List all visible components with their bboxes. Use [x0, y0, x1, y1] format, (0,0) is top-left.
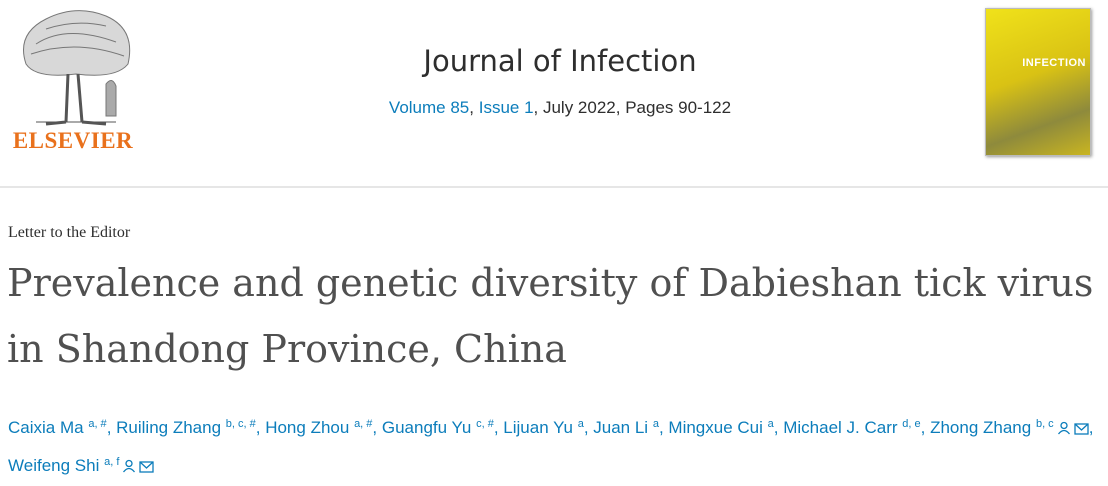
separator: ,: [773, 418, 784, 437]
author-name: Zhong Zhang: [930, 418, 1032, 437]
author-name: Caixia Ma: [8, 418, 84, 437]
author-name: Mingxue Cui: [668, 418, 763, 437]
citation-details: , July 2022, Pages 90-122: [533, 98, 732, 117]
email-icon[interactable]: [1074, 412, 1089, 448]
author[interactable]: Weifeng Shi a, f: [8, 456, 155, 475]
divider: [0, 186, 1108, 188]
person-icon[interactable]: [122, 450, 136, 486]
journal-title[interactable]: Journal of Infection: [423, 44, 697, 78]
affiliation: a, #: [354, 418, 373, 430]
author-name: Lijuan Yu: [503, 418, 573, 437]
author[interactable]: Zhong Zhang b, c: [930, 418, 1089, 437]
affiliation: c, #: [476, 418, 494, 430]
citation: Volume 85, Issue 1, July 2022, Pages 90-…: [300, 98, 820, 118]
author-name: Ruiling Zhang: [116, 418, 222, 437]
publisher-name: ELSEVIER: [12, 128, 134, 153]
separator: ,: [583, 418, 594, 437]
separator: ,: [469, 98, 479, 117]
separator: ,: [106, 418, 117, 437]
author[interactable]: Ruiling Zhang b, c, #: [116, 418, 256, 437]
separator: ,: [255, 418, 266, 437]
author-name: Hong Zhou: [265, 418, 350, 437]
issue-link[interactable]: Issue 1: [478, 98, 534, 117]
person-icon[interactable]: [1057, 412, 1071, 448]
email-icon[interactable]: [139, 450, 155, 486]
separator: ,: [920, 418, 931, 437]
cover-label: INFECTION: [1022, 57, 1086, 69]
separator: ,: [658, 418, 669, 437]
affiliation: a, #: [88, 418, 107, 430]
separator: ,: [1088, 418, 1094, 437]
author[interactable]: Mingxue Cui a: [668, 418, 773, 437]
author-name: Weifeng Shi: [8, 456, 100, 475]
author-name: Juan Li: [593, 418, 649, 437]
author[interactable]: Hong Zhou a, #: [265, 418, 372, 437]
affiliation: a: [652, 418, 659, 430]
publisher-logo: [23, 10, 131, 126]
article-type: Letter to the Editor: [8, 224, 131, 241]
author-name: Guangfu Yu: [381, 418, 472, 437]
author-name: Michael J. Carr: [783, 418, 898, 437]
author[interactable]: Juan Li a: [593, 418, 659, 437]
volume-link[interactable]: Volume 85: [388, 98, 470, 117]
affiliation: b, c, #: [225, 418, 256, 430]
separator: ,: [493, 418, 504, 437]
article-title: Prevalence and genetic diversity of Dabi…: [7, 261, 1094, 371]
separator: ,: [372, 418, 382, 437]
affiliation: a: [577, 418, 584, 430]
journal-cover[interactable]: INFECTION: [985, 8, 1091, 156]
affiliation: b, c: [1035, 418, 1054, 430]
affiliation: a: [767, 418, 774, 430]
affiliation: d, e: [902, 418, 921, 430]
author[interactable]: Guangfu Yu c, #: [382, 418, 494, 437]
author[interactable]: Lijuan Yu a: [503, 418, 584, 437]
affiliation: a, f: [104, 456, 120, 468]
author[interactable]: Michael J. Carr d, e: [783, 418, 920, 437]
author[interactable]: Caixia Ma a, #: [8, 418, 107, 437]
author-list: Caixia Ma a, #, Ruiling Zhang b, c, #, H…: [8, 410, 1102, 486]
